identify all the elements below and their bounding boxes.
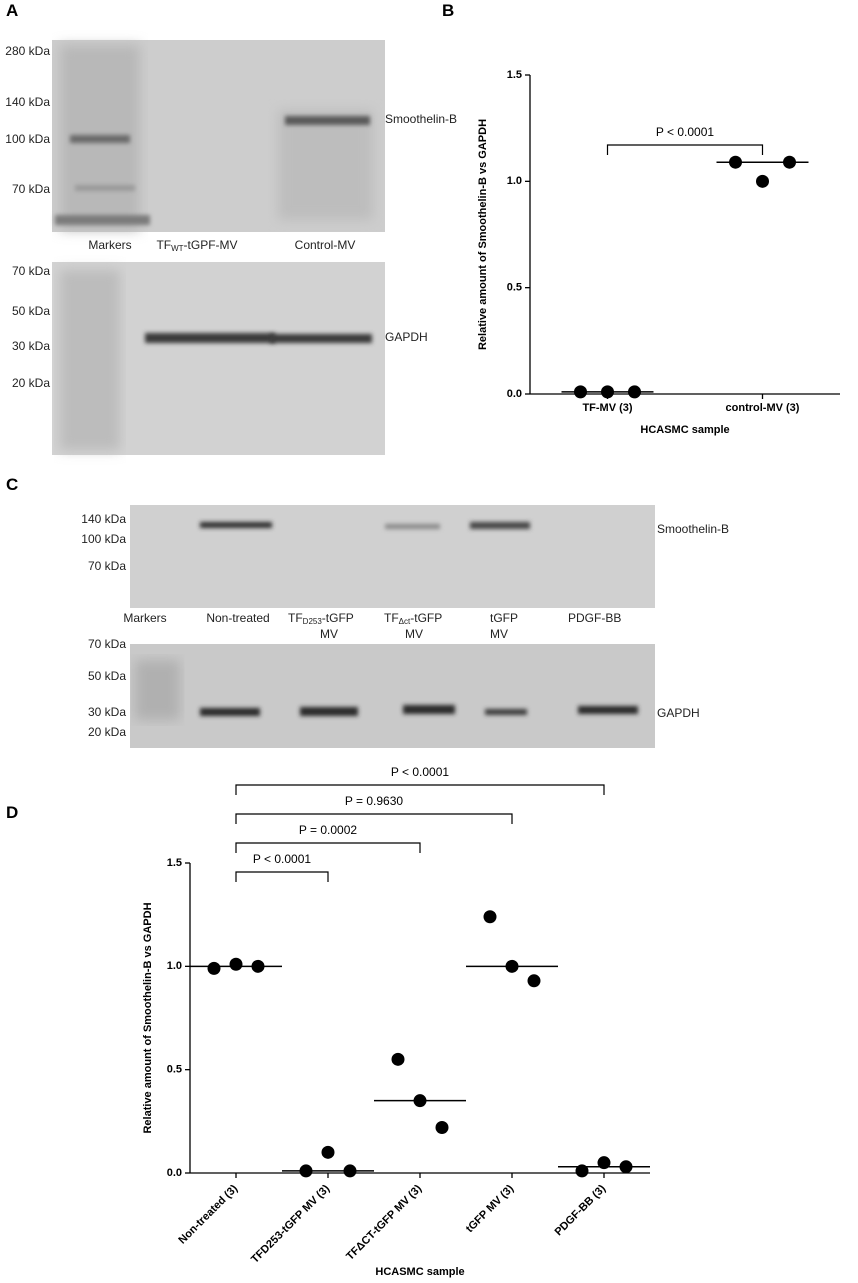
lane-label: Control-MV [295, 238, 356, 252]
marker-lane [135, 660, 180, 720]
kda-label: 30 kDa [88, 705, 126, 719]
kda-label: 30 kDa [12, 339, 50, 353]
chart: 0.0 0.5 1.0 1.5 TF-MV (3) control-MV (3) Relat… [477, 69, 840, 436]
kda-label: 20 kDa [88, 725, 126, 739]
x-axis-label: HCASMC sample [640, 424, 729, 436]
band [485, 709, 527, 715]
y-tick-label: 0.5 [507, 282, 522, 294]
data-point [527, 974, 541, 988]
y-axis-label: Relative amount of Smoothelin-B vs GAPDH [142, 902, 154, 1133]
panel-letter: B [442, 1, 454, 20]
x-tick-label: Non-treated (3) [176, 1182, 240, 1246]
y-tick-label: 1.5 [167, 857, 182, 869]
lane-label: TFΔct-tGFP [384, 611, 442, 626]
lane-label: Markers [88, 238, 131, 252]
lane-smear [278, 110, 373, 220]
data-point [483, 910, 497, 924]
chart: 0.0 0.5 1.0 1.5 Non-treated (3) TFD253-tGFP M… [142, 765, 650, 1278]
significance-bracket [235, 842, 421, 853]
lane-label: TFD253-tGFP [288, 611, 354, 626]
y-tick-label: 1.5 [507, 69, 522, 81]
x-tick-label: TF-MV (3) [582, 402, 632, 414]
kda-label: 140 kDa [5, 95, 50, 109]
band [403, 705, 455, 714]
p-value: P < 0.0001 [253, 852, 311, 866]
charts: 0.0 0.5 1.0 1.5 TF-MV (3) control-MV (3) Relat… [142, 69, 840, 1278]
blot-c: 140 kDa 100 kDa 70 kDa 70 kDa 50 kDa 30 … [81, 505, 729, 748]
lane-label: tGFP [490, 611, 518, 625]
kda-label: 70 kDa [88, 637, 126, 651]
band [55, 215, 150, 225]
lane-label: Markers [123, 611, 166, 625]
kda-label: 100 kDa [81, 532, 126, 546]
band [285, 116, 370, 125]
band [385, 524, 440, 529]
protein-label: GAPDH [657, 706, 700, 720]
protein-label: Smoothelin-B [657, 522, 729, 536]
protein-label: Smoothelin-B [385, 112, 457, 126]
lane-label: MV [405, 627, 423, 641]
panel-letter: C [6, 475, 18, 494]
p-value: P < 0.0001 [391, 765, 449, 779]
kda-label: 50 kDa [88, 669, 126, 683]
data-point [756, 174, 769, 188]
x-tick-label: PDGF-BB (3) [553, 1182, 609, 1238]
lane-label: MV [490, 627, 508, 641]
band [300, 707, 358, 716]
kda-label: 50 kDa [12, 304, 50, 318]
data-point [435, 1121, 449, 1135]
significance-bracket [235, 871, 329, 882]
kda-label: 70 kDa [12, 264, 50, 278]
band [578, 706, 638, 714]
band [470, 522, 530, 529]
data-point [597, 1156, 611, 1170]
kda-label: 280 kDa [5, 44, 50, 58]
kda-label: 20 kDa [12, 376, 50, 390]
p-value: P = 0.0002 [299, 823, 357, 837]
x-tick-label: TFΔCT-tGFP MV (3) [344, 1182, 424, 1262]
data-point [391, 1052, 405, 1066]
p-value: P = 0.9630 [345, 794, 403, 808]
panel-letter: D [6, 803, 18, 822]
band [270, 334, 372, 343]
protein-label: GAPDH [385, 330, 428, 344]
band [200, 708, 260, 716]
y-tick-label: 0.5 [167, 1064, 182, 1076]
lane-label: TFWT-tGPF-MV [156, 238, 237, 253]
band [145, 333, 275, 343]
band [70, 135, 130, 143]
significance-bracket [235, 813, 513, 824]
kda-label: 140 kDa [81, 512, 126, 526]
y-tick-label: 1.0 [507, 175, 522, 187]
lane-label: PDGF-BB [568, 611, 621, 625]
kda-label: 100 kDa [5, 132, 50, 146]
marker-lane [60, 270, 120, 450]
membrane [130, 644, 655, 748]
data-point [321, 1145, 335, 1159]
data-point [229, 957, 243, 971]
y-tick-label: 1.0 [167, 960, 182, 972]
x-tick-label: tGFP MV (3) [464, 1182, 517, 1235]
kda-label: 70 kDa [12, 182, 50, 196]
x-axis-label: HCASMC sample [375, 1266, 464, 1278]
lane-label: MV [320, 627, 338, 641]
data-point [575, 1164, 589, 1178]
y-tick-label: 0.0 [167, 1167, 182, 1179]
panel-letter: A [6, 1, 18, 20]
blot-a: 280 kDa 140 kDa 100 kDa 70 kDa 70 kDa 50… [5, 40, 457, 455]
kda-label: 70 kDa [88, 559, 126, 573]
significance-bracket [606, 144, 764, 155]
x-tick-label: control-MV (3) [726, 402, 800, 414]
lane-label: Non-treated [206, 611, 269, 625]
x-tick-label: TFD253-tGFP MV (3) [249, 1182, 332, 1265]
p-value: P < 0.0001 [656, 125, 714, 139]
band [200, 522, 272, 528]
significance-bracket [235, 784, 605, 795]
y-axis-label: Relative amount of Smoothelin-B vs GAPDH [477, 119, 489, 350]
band [75, 185, 135, 191]
y-tick-label: 0.0 [507, 388, 522, 400]
membrane [130, 505, 655, 608]
data-point [207, 961, 221, 975]
